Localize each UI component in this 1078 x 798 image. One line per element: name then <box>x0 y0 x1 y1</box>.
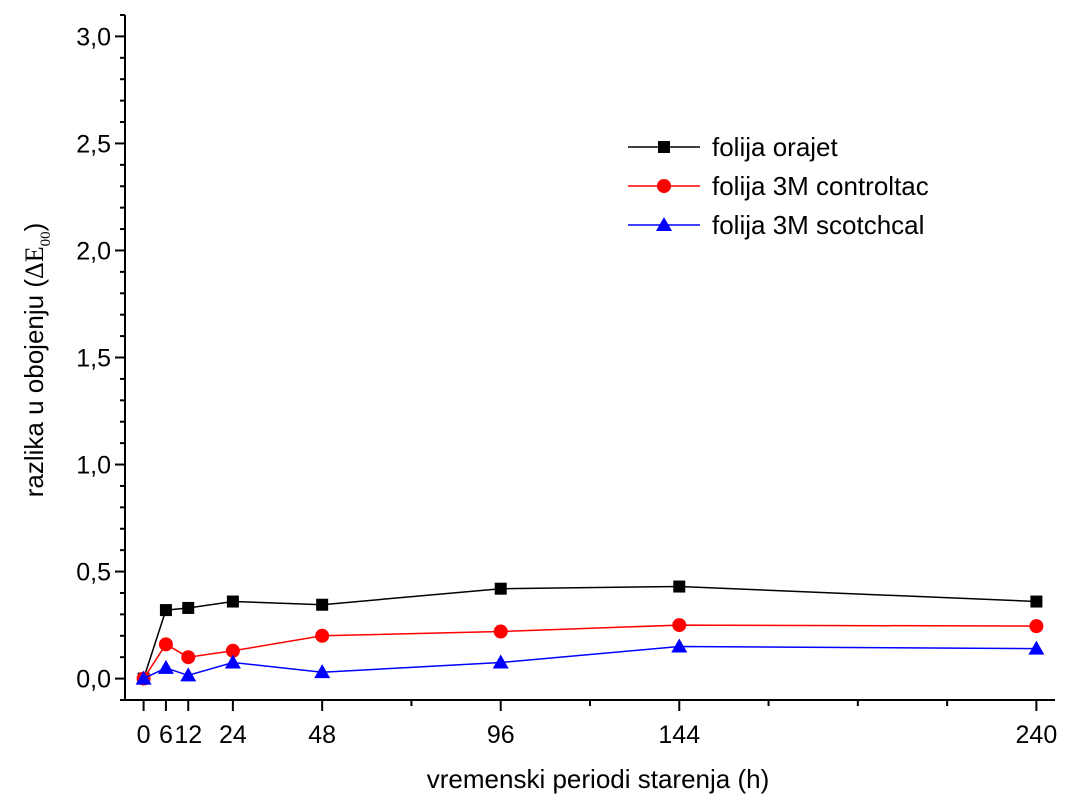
data-point <box>159 604 172 617</box>
y-tick-label: 3,0 <box>76 23 111 51</box>
data-point <box>673 580 686 593</box>
legend-label: folija 3M scotchcal <box>712 210 924 240</box>
x-tick-label: 144 <box>658 721 700 749</box>
y-axis-title-text: razlika u obojenju ( <box>19 279 49 498</box>
data-point <box>316 598 329 611</box>
y-tick-label: 0,0 <box>76 666 111 694</box>
data-point <box>157 659 174 674</box>
series-group <box>137 580 1043 685</box>
data-point <box>671 638 688 653</box>
x-ticks: 0 6 12 24 48 96 144 240 <box>137 700 1058 749</box>
data-point <box>158 637 173 652</box>
y-axis-title-symbol: ΔE <box>20 246 49 279</box>
data-point <box>1030 595 1043 608</box>
series-layer <box>135 580 1045 686</box>
data-point <box>182 601 195 614</box>
data-point <box>180 667 197 682</box>
x-tick-label: 6 <box>159 721 173 749</box>
data-point <box>135 670 152 685</box>
data-point <box>672 618 687 633</box>
x-tick-label: 24 <box>219 721 247 749</box>
series-line <box>143 645 1037 680</box>
series-group <box>136 618 1044 686</box>
y-tick-label: 0,5 <box>76 559 111 587</box>
data-point <box>225 643 240 658</box>
legend-label: folija 3M controltac <box>712 171 929 201</box>
data-point <box>493 624 508 639</box>
legend-marker <box>658 141 670 153</box>
data-point <box>226 595 239 608</box>
y-tick-label: 2,0 <box>76 237 111 265</box>
data-point <box>314 664 331 679</box>
legend-marker <box>657 179 671 193</box>
data-point <box>181 650 196 665</box>
x-tick-label: 12 <box>174 721 202 749</box>
legend-label: folija orajet <box>712 132 839 162</box>
x-tick-label: 96 <box>487 721 515 749</box>
y-axis-title-subscript: 00 <box>38 231 54 246</box>
data-point <box>315 628 330 643</box>
x-tick-label: 48 <box>308 721 336 749</box>
series-group <box>135 638 1045 685</box>
y-tick-label: 1,5 <box>76 345 111 373</box>
data-point <box>1028 640 1045 655</box>
data-point <box>224 654 241 669</box>
series-line <box>142 624 1037 680</box>
data-point <box>494 582 507 595</box>
legend: folija orajet folija 3M controltac folija … <box>628 132 929 240</box>
x-tick-label: 240 <box>1016 721 1058 749</box>
series-line <box>142 585 1037 679</box>
y-axis-title-close: ) <box>19 223 49 232</box>
y-tick-label: 2,5 <box>76 130 111 158</box>
data-point <box>492 654 509 669</box>
y-tick-label: 1,0 <box>76 452 111 480</box>
axes <box>124 15 1055 701</box>
data-point <box>1029 619 1044 634</box>
legend-marker <box>656 217 672 231</box>
x-tick-label: 0 <box>137 721 151 749</box>
y-axis-title: razlika u obojenju (ΔE00) <box>19 223 54 498</box>
y-ticks: 0,0 0,5 1,0 1,5 2,0 2,5 3,0 <box>76 14 125 701</box>
x-axis-title: vremenski periodi starenja (h) <box>427 764 769 794</box>
